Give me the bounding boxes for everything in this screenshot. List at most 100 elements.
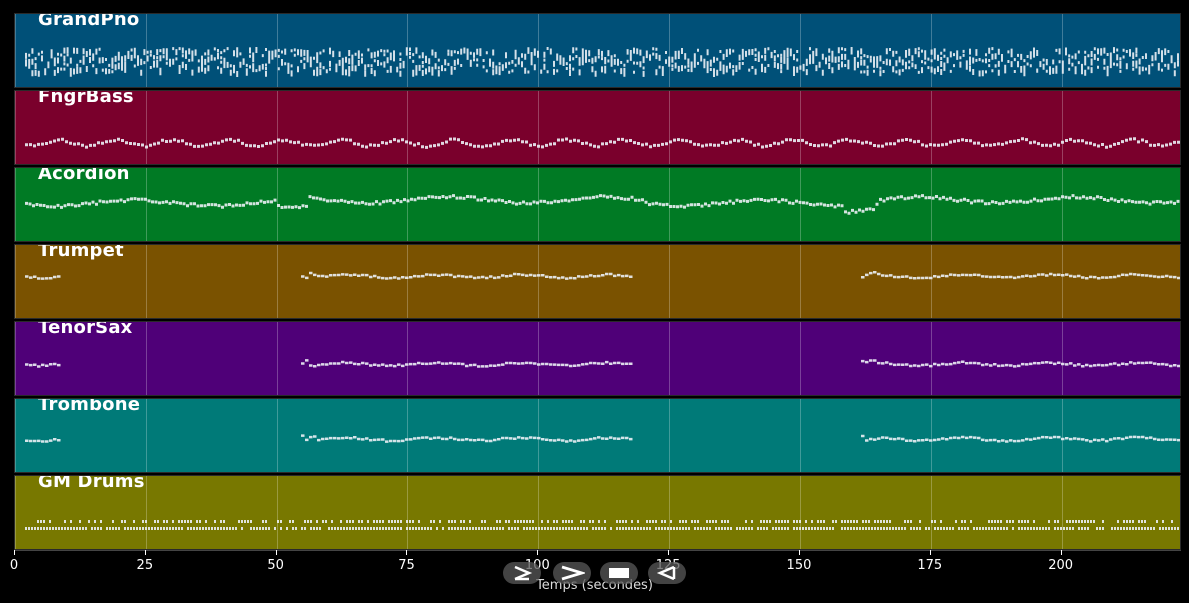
note-lane (25, 359, 1180, 368)
track-label: Trumpet (38, 244, 124, 261)
note-lane (25, 434, 1180, 443)
note-lane (25, 520, 1179, 530)
grid-line (276, 245, 278, 318)
note-marks (25, 137, 1180, 149)
track-fngrbass[interactable]: FngrBass (14, 90, 1181, 165)
grid-line (276, 322, 278, 395)
grid-line (930, 322, 932, 395)
tick-mark (929, 550, 931, 555)
track-trombone[interactable]: Trombone (14, 398, 1181, 473)
grid-line (145, 14, 147, 87)
grid-line (799, 91, 801, 164)
tick-label: 200 (1048, 558, 1074, 573)
grid-line (669, 476, 671, 549)
grid-line (145, 322, 147, 395)
play-from-start-button[interactable] (503, 562, 541, 584)
note-lane (25, 47, 1179, 77)
tick-mark (668, 550, 670, 555)
rewind-button[interactable] (648, 562, 686, 584)
stop-button[interactable] (600, 562, 638, 584)
grid-line (930, 476, 932, 549)
grid-line (538, 322, 540, 395)
grid-line (1061, 476, 1063, 549)
track-trumpet[interactable]: Trumpet (14, 244, 1181, 319)
grid-line (1061, 245, 1063, 318)
note-marks (25, 434, 1180, 443)
grid-line (145, 168, 147, 241)
grid-line (407, 168, 409, 241)
track-grandpno[interactable]: GrandPno (14, 13, 1181, 88)
grid-line (930, 399, 932, 472)
track-label: GrandPno (38, 13, 140, 30)
grid-line (538, 14, 540, 87)
track-label: GM Drums (38, 475, 145, 492)
grid-line (669, 322, 671, 395)
grid-line (1061, 399, 1063, 472)
grid-line (799, 245, 801, 318)
grid-line (407, 322, 409, 395)
tick-label: 150 (786, 558, 812, 573)
grid-line (276, 91, 278, 164)
note-lane (25, 194, 1180, 215)
tick-label: 25 (136, 558, 154, 573)
grid-line (799, 14, 801, 87)
note-lane (25, 271, 1180, 280)
note-lane (25, 137, 1180, 149)
grid-line (15, 14, 16, 87)
track-gm-drums[interactable]: GM Drums (14, 475, 1181, 550)
axis-line (14, 550, 1181, 551)
note-marks (25, 47, 1179, 77)
grid-line (276, 14, 278, 87)
grid-line (407, 245, 409, 318)
grid-line (669, 399, 671, 472)
grid-line (15, 91, 16, 164)
stop-icon (609, 568, 629, 578)
tick-label: 75 (398, 558, 415, 573)
grid-line (669, 14, 671, 87)
grid-line (799, 322, 801, 395)
tick-mark (798, 550, 800, 555)
grid-line (930, 168, 932, 241)
track-acordion[interactable]: Acordion (14, 167, 1181, 242)
grid-line (407, 14, 409, 87)
grid-line (276, 476, 278, 549)
grid-line (407, 91, 409, 164)
grid-line (799, 476, 801, 549)
tick-mark (406, 550, 408, 555)
grid-line (1061, 322, 1063, 395)
note-marks (25, 194, 1180, 215)
grid-line (538, 476, 540, 549)
rewind-icon (656, 565, 676, 581)
grid-line (15, 322, 16, 395)
tick-label: 50 (267, 558, 284, 573)
play-from-start-icon (514, 565, 533, 581)
grid-line (538, 245, 540, 318)
grid-line (930, 245, 932, 318)
grid-line (799, 168, 801, 241)
grid-line (930, 91, 932, 164)
grid-line (1061, 168, 1063, 241)
grid-line (669, 168, 671, 241)
x-axis-label: Temps (secondes) (536, 578, 653, 593)
note-marks (25, 271, 1180, 280)
grid-line (538, 168, 540, 241)
grid-line (15, 476, 16, 549)
track-tenorsax[interactable]: TenorSax (14, 321, 1181, 396)
grid-line (145, 476, 147, 549)
play-button[interactable] (553, 562, 591, 584)
note-marks (25, 520, 1179, 530)
note-marks (25, 359, 1180, 368)
tick-mark (1060, 550, 1062, 555)
grid-line (538, 91, 540, 164)
grid-line (145, 91, 147, 164)
grid-line (15, 245, 16, 318)
play-icon (561, 565, 585, 581)
tick-mark (144, 550, 146, 555)
grid-line (669, 245, 671, 318)
grid-line (669, 91, 671, 164)
grid-line (407, 476, 409, 549)
track-label: Acordion (38, 167, 130, 184)
track-label: TenorSax (38, 321, 133, 338)
track-label: FngrBass (38, 90, 134, 107)
